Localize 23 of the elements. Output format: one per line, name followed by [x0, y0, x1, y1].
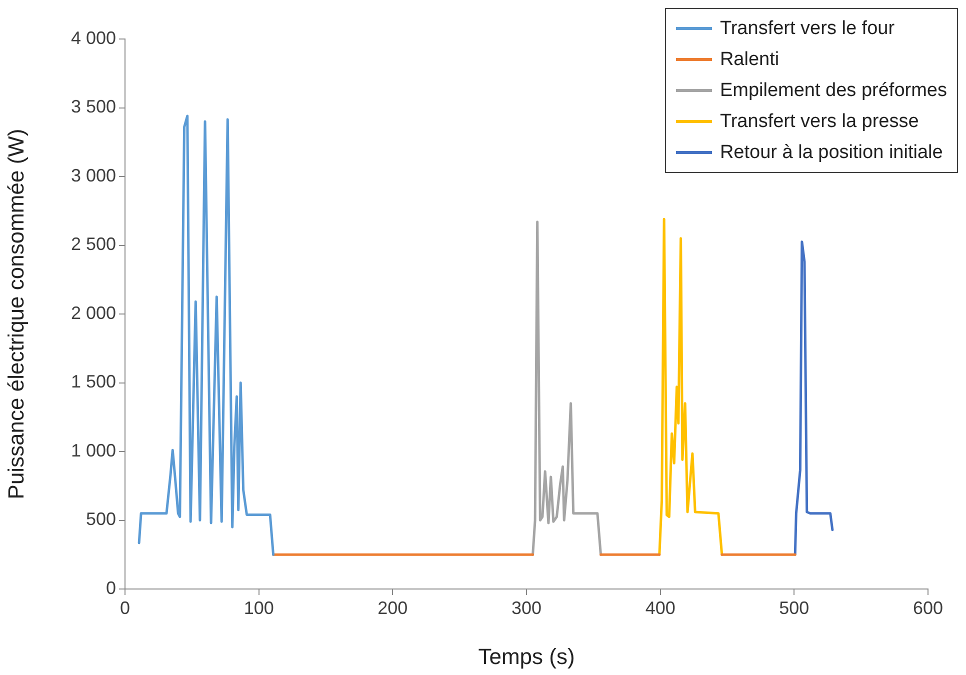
y-tick-label: 2 500 — [70, 234, 116, 254]
x-tick-label: 600 — [912, 598, 944, 618]
x-tick-label: 300 — [511, 598, 542, 618]
x-tick-label: 100 — [244, 598, 274, 618]
x-axis-title: Temps (s) — [478, 644, 575, 669]
legend-label: Retour à la position initiale — [720, 142, 943, 164]
x-tick-label: 400 — [645, 598, 676, 618]
y-tick-label: 3 500 — [70, 96, 116, 117]
legend-label: Transfert vers le four — [720, 18, 895, 40]
y-tick-label: 0 — [106, 578, 116, 598]
x-tick-label: 0 — [120, 598, 130, 618]
y-axis-title: Puissance électrique consommée (W) — [3, 128, 28, 500]
x-tick-label: 500 — [779, 598, 810, 618]
y-tick-label: 4 000 — [70, 28, 116, 48]
y-tick-label: 1 500 — [70, 372, 116, 392]
y-tick-label: 500 — [86, 509, 116, 530]
y-tick-label: 2 000 — [70, 302, 116, 323]
y-tick-label: 3 000 — [70, 165, 116, 186]
legend-label: Transfert vers la presse — [720, 110, 919, 132]
legend-label: Ralenti — [720, 48, 780, 70]
legend-label: Empilement des préformes — [720, 80, 947, 102]
x-tick-label: 200 — [378, 598, 408, 618]
y-tick-label: 1 000 — [70, 440, 116, 460]
